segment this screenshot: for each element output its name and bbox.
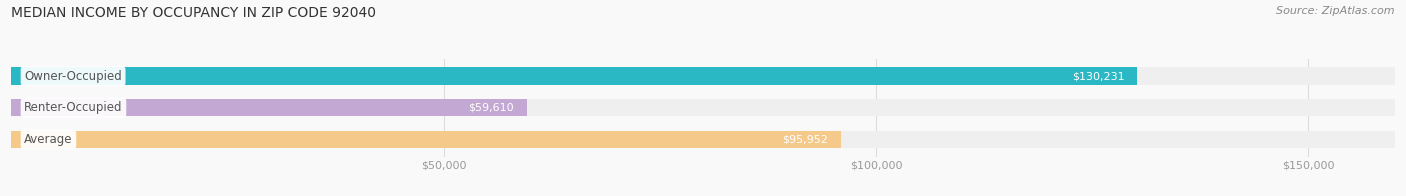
Bar bbox=[11, 67, 1395, 85]
Bar bbox=[11, 99, 1395, 116]
Text: $130,231: $130,231 bbox=[1071, 71, 1125, 81]
Bar bbox=[11, 131, 1395, 148]
Text: Average: Average bbox=[24, 133, 73, 146]
Bar bbox=[11, 67, 1137, 85]
Text: Renter-Occupied: Renter-Occupied bbox=[24, 101, 122, 114]
Text: MEDIAN INCOME BY OCCUPANCY IN ZIP CODE 92040: MEDIAN INCOME BY OCCUPANCY IN ZIP CODE 9… bbox=[11, 6, 377, 20]
Text: Source: ZipAtlas.com: Source: ZipAtlas.com bbox=[1277, 6, 1395, 16]
Text: Owner-Occupied: Owner-Occupied bbox=[24, 70, 122, 83]
Text: $95,952: $95,952 bbox=[782, 134, 828, 144]
Bar bbox=[11, 99, 527, 116]
Bar bbox=[11, 131, 841, 148]
Text: $59,610: $59,610 bbox=[468, 103, 513, 113]
